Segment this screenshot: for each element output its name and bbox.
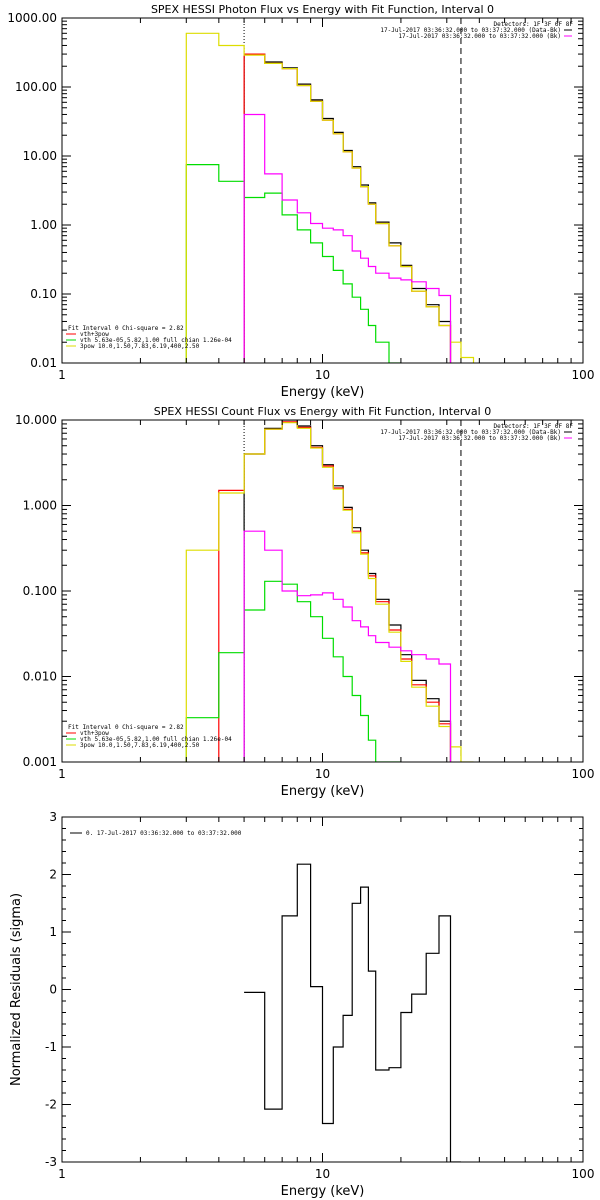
x-tick-label: 10 <box>315 1167 330 1181</box>
series-0-17-jul-2017-03-36-32-000-to-03-37-32-000 <box>244 863 461 1162</box>
plot-frame <box>61 17 584 364</box>
x-axis-label: Energy (keV) <box>281 784 365 799</box>
info-line: Detectors: 1F 3F 6F 8F <box>494 423 574 430</box>
series-vth-3pow <box>218 421 452 762</box>
y-tick-label: 1.000 <box>23 499 57 513</box>
y-tick-label: -1 <box>45 1040 57 1054</box>
legend-entry: vth 5.63e-05,5.82,1.00 full chian 1.26e-… <box>80 736 232 743</box>
y-tick-label: -2 <box>45 1098 57 1112</box>
plot-title: SPEX HESSI Photon Flux vs Energy with Fi… <box>151 3 494 16</box>
legend-entry: Fit Interval 0 Chi-square = 2.82 <box>68 724 184 731</box>
x-tick-label: 100 <box>572 368 595 382</box>
info-line: Detectors: 1F 3F 6F 8F <box>494 21 574 28</box>
x-axis-label: Energy (keV) <box>281 385 365 400</box>
panel-2: SPEX HESSI Count Flux vs Energy with Fit… <box>15 405 594 799</box>
series-data-bk <box>243 420 452 762</box>
y-tick-label: 0.100 <box>23 584 57 598</box>
x-tick-label: 100 <box>572 1167 595 1181</box>
y-tick-label: 10.00 <box>23 149 57 163</box>
x-tick-label: 1 <box>58 767 66 781</box>
x-axis-label: Energy (keV) <box>281 1184 365 1199</box>
y-tick-label: 1.00 <box>30 218 57 232</box>
y-tick-label: 100.00 <box>15 80 57 94</box>
legend-entry: vth+3pow <box>80 331 109 338</box>
panel-3: 1 10 100 -3 -2 -1 0 1 2 3 Energy (keV) Normalized R… <box>9 810 594 1199</box>
info-line: 17-Jul-2017 03:36:32.000 to 03:37:32.000… <box>380 429 561 436</box>
series-3pow <box>185 422 474 762</box>
legend-entry: Fit Interval 0 Chi-square = 2.82 <box>68 325 184 332</box>
x-tick-label: 10 <box>315 767 330 781</box>
plot-title: SPEX HESSI Count Flux vs Energy with Fit… <box>154 405 491 418</box>
y-tick-label: 10.000 <box>15 413 57 427</box>
y-tick-label: 1 <box>49 925 57 939</box>
info-line: 17-Jul-2017 03:36:32.000 to 03:37:32.000… <box>398 33 561 40</box>
y-tick-label: -3 <box>45 1155 57 1169</box>
x-tick-label: 1 <box>58 368 66 382</box>
y-tick-label: 0 <box>49 983 57 997</box>
x-tick-label: 10 <box>315 368 330 382</box>
legend-entry: 3pow 10.0,1.50,7.83,6.19,400,2.50 <box>80 742 200 749</box>
panel-1: SPEX HESSI Photon Flux vs Energy with Fi… <box>7 3 594 400</box>
plot-frame <box>61 419 584 763</box>
info-line: 17-Jul-2017 03:36:32.000 to 03:37:32.000… <box>380 27 561 34</box>
x-tick-label: 100 <box>572 767 595 781</box>
y-tick-label: 0.001 <box>23 755 57 769</box>
series-bk <box>243 530 452 762</box>
y-tick-label: 0.10 <box>30 287 57 301</box>
legend-entry: 3pow 10.0,1.50,7.83,6.19,400,2.50 <box>80 343 200 350</box>
y-tick-label: 2 <box>49 868 57 882</box>
series-bk <box>243 113 452 363</box>
y-tick-label: 0.01 <box>30 356 57 370</box>
y-tick-label: 1000.00 <box>7 11 57 25</box>
series-vth-3pow <box>243 53 452 363</box>
legend-entry: vth+3pow <box>80 730 109 737</box>
info-line: 17-Jul-2017 03:36:32.000 to 03:37:32.000… <box>398 435 561 442</box>
series-3pow <box>185 32 475 363</box>
legend-entry: vth 5.63e-05,5.82,1.00 full chian 1.26e-… <box>80 337 232 344</box>
x-tick-label: 1 <box>58 1167 66 1181</box>
series-data-bk <box>243 53 452 363</box>
legend-entry: 0. 17-Jul-2017 03:36:32.000 to 03:37:32.… <box>86 830 242 837</box>
y-tick-label: 3 <box>49 810 57 824</box>
y-tick-label: 0.010 <box>23 670 57 684</box>
y-axis-label: Normalized Residuals (sigma) <box>9 893 24 1086</box>
